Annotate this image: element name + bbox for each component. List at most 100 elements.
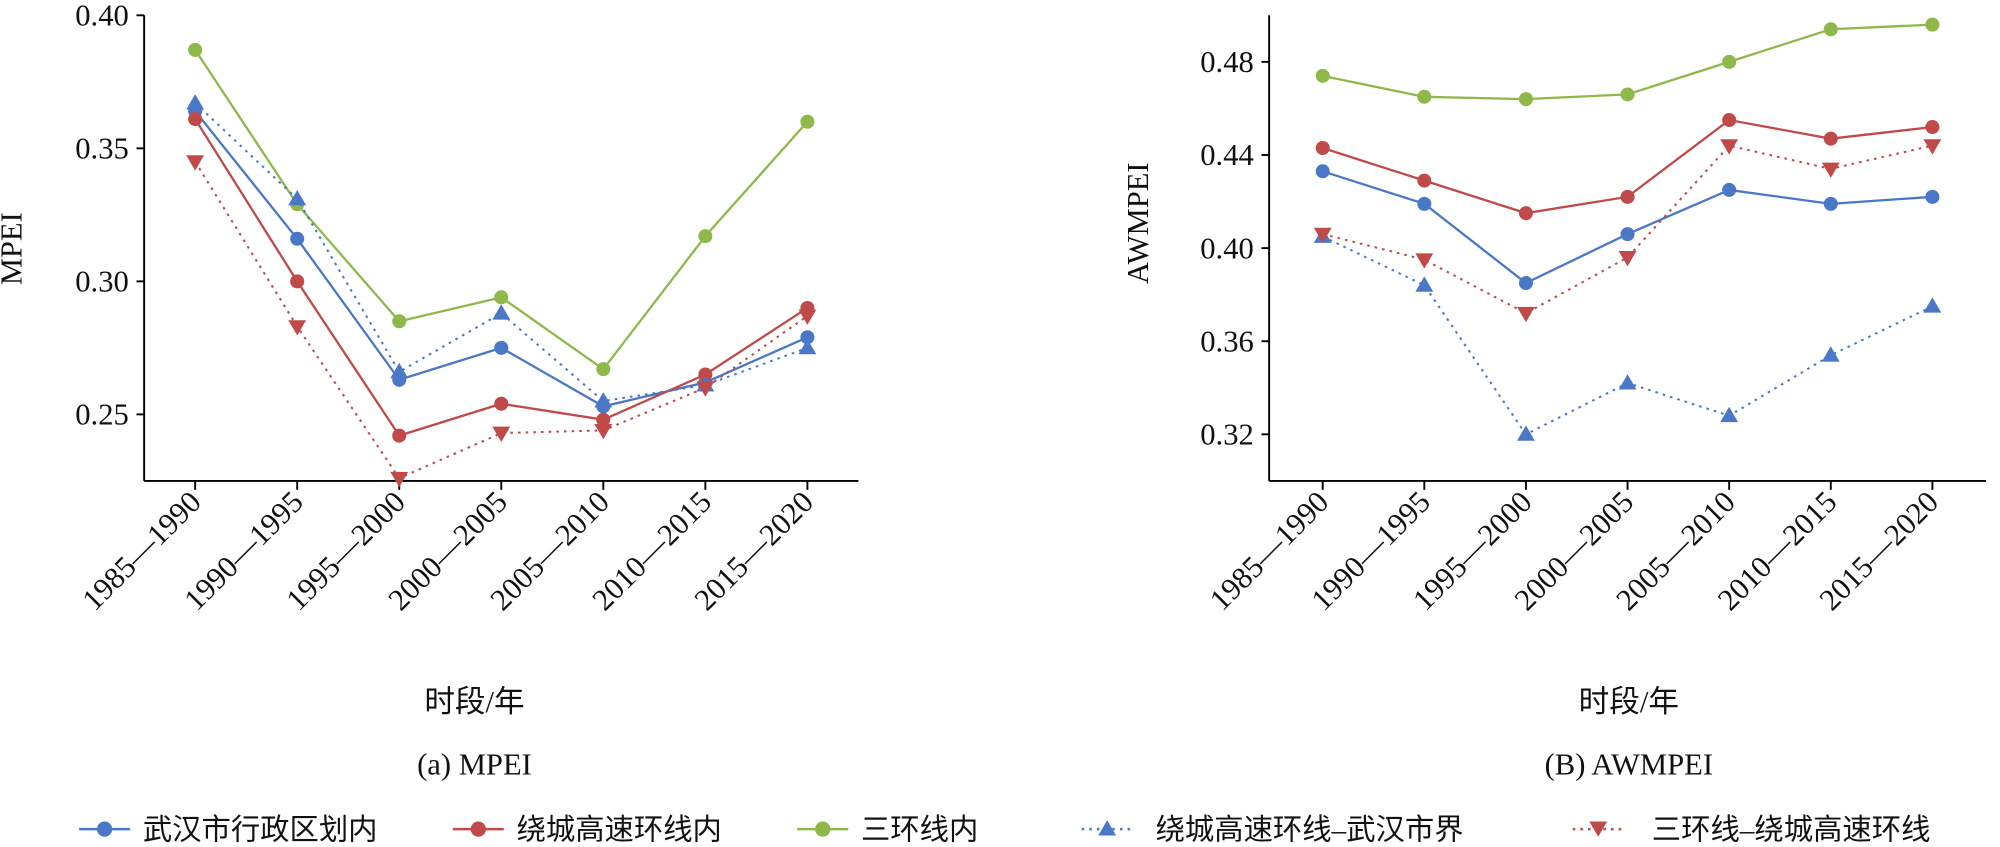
legend-item-ring-expressway-to-wuhan: 绕城高速环线–武汉市界 — [1081, 813, 1464, 846]
data-point-triangle-down — [1923, 139, 1942, 155]
data-point-triangle-up — [1415, 276, 1434, 292]
data-point-circle — [494, 290, 509, 305]
data-point-circle — [698, 367, 713, 382]
data-point-circle — [1518, 276, 1533, 291]
data-point-circle — [800, 330, 815, 345]
series-third_ring_to_ring_expressway — [1313, 139, 1942, 323]
legend-label-third-ring: 三环线内 — [861, 813, 978, 846]
legend-label-third-ring-to-ring-expressway: 三环线–绕城高速环线 — [1652, 813, 1931, 846]
data-point-circle — [1925, 120, 1940, 135]
data-point-circle — [1417, 89, 1432, 104]
data-point-circle — [1315, 140, 1330, 156]
data-point-circle — [1823, 131, 1838, 146]
data-point-triangle-down — [696, 381, 715, 397]
data-point-triangle-down — [1618, 251, 1637, 267]
y-tick-label: 0.40 — [75, 0, 129, 33]
y-tick-label: 0.40 — [1200, 231, 1254, 265]
legend-item-third-ring: 三环线内 — [797, 813, 978, 846]
caption-mpei: (a) MPEI — [417, 747, 532, 781]
data-point-triangle-up — [288, 189, 307, 206]
legend-item-ring-expressway: 绕城高速环线内 — [452, 813, 722, 846]
plot-area-mpei: 0.250.300.350.401985—19901990—19951995—2… — [75, 0, 859, 617]
chart-panel-awmpei: 0.320.360.400.440.481985—19901990—199519… — [1121, 15, 1986, 781]
series-line — [194, 102, 808, 403]
data-point-circle — [1518, 92, 1533, 107]
legend-label-ring-expressway-to-wuhan: 绕城高速环线–武汉市界 — [1156, 813, 1464, 846]
data-point-circle — [494, 340, 509, 355]
series-third_ring_to_ring_expressway — [186, 155, 817, 488]
data-point-triangle-up — [1923, 297, 1942, 313]
data-point-circle — [1925, 17, 1940, 32]
data-point-triangle-up — [1720, 406, 1739, 423]
data-point-circle — [800, 114, 815, 129]
plot-area-awmpei: 0.320.360.400.440.481985—19901990—199519… — [1200, 15, 1986, 617]
data-point-circle — [698, 229, 713, 244]
data-point-triangle-down — [1821, 162, 1840, 178]
data-point-triangle-up — [1517, 425, 1535, 441]
series-third_ring — [1315, 17, 1940, 107]
data-point-circle — [290, 231, 305, 246]
x-axis-label-awmpei: 时段/年 — [1579, 685, 1679, 719]
data-point-circle — [1823, 22, 1838, 37]
data-point-triangle-up — [390, 362, 409, 379]
legend-circle-marker — [96, 821, 113, 837]
data-point-triangle-down — [1720, 139, 1739, 155]
data-point-triangle-down — [492, 426, 511, 442]
data-point-triangle-up — [594, 392, 613, 408]
data-point-triangle-down — [594, 423, 613, 440]
data-point-circle — [188, 112, 203, 127]
legend-label-ring-expressway: 绕城高速环线内 — [517, 813, 722, 846]
x-axis-label-mpei: 时段/年 — [424, 685, 524, 719]
legend-triangle-up-marker — [1098, 820, 1117, 836]
data-point-triangle-up — [798, 338, 817, 355]
series-wuhan — [1315, 164, 1940, 291]
data-point-triangle-down — [798, 309, 817, 325]
data-point-triangle-up — [186, 94, 205, 110]
data-point-triangle-down — [1415, 253, 1434, 269]
y-tick-label: 0.30 — [75, 265, 129, 299]
data-point-triangle-down — [1313, 227, 1332, 244]
data-point-circle — [1315, 164, 1330, 179]
y-tick-label: 0.32 — [1200, 418, 1254, 452]
y-axis-label-mpei: MPEI — [0, 212, 29, 285]
data-point-triangle-up — [1618, 374, 1637, 390]
data-point-circle — [1823, 196, 1838, 211]
data-point-circle — [1620, 87, 1635, 102]
series-line — [194, 49, 809, 371]
y-tick-label: 0.36 — [1200, 324, 1254, 358]
data-point-circle — [1722, 54, 1737, 69]
legend-circle-marker — [470, 821, 486, 837]
data-point-circle — [1315, 68, 1330, 83]
data-point-circle — [290, 274, 305, 289]
series-line — [194, 110, 808, 408]
series-ring_expressway_to_wuhan — [186, 94, 817, 408]
data-point-circle — [392, 428, 407, 443]
data-point-triangle-down — [186, 155, 205, 171]
data-point-triangle-up — [492, 304, 511, 320]
data-point-triangle-up — [1821, 346, 1840, 362]
data-point-circle — [596, 362, 611, 377]
data-point-circle — [1417, 173, 1432, 188]
legend: 武汉市行政区划内 绕城高速环线内 三环线内 绕城高速环线–武汉市界 三环线–绕城… — [79, 813, 1930, 846]
data-point-circle — [392, 314, 407, 329]
series-line — [194, 118, 809, 437]
caption-awmpei: (B) AWMPEI — [1545, 747, 1713, 781]
y-axis-label-awmpei: AWMPEI — [1121, 162, 1155, 284]
series-ring_expressway — [1315, 113, 1940, 221]
data-point-circle — [1925, 189, 1940, 204]
y-tick-label: 0.25 — [75, 398, 129, 432]
chart-panel-mpei: 0.250.300.350.401985—19901990—19951995—2… — [0, 0, 859, 781]
data-point-triangle-down — [288, 320, 307, 336]
data-point-circle — [1722, 113, 1737, 128]
y-tick-label: 0.44 — [1200, 138, 1254, 172]
y-tick-label: 0.48 — [1200, 45, 1254, 79]
series-ring_expressway — [188, 112, 815, 443]
data-point-circle — [1620, 227, 1635, 242]
data-point-circle — [494, 396, 509, 411]
legend-label-wuhan: 武汉市行政区划内 — [143, 813, 378, 846]
data-point-circle — [596, 412, 611, 427]
data-point-circle — [1518, 206, 1533, 221]
data-point-circle — [1417, 196, 1432, 211]
legend-item-third-ring-to-ring-expressway: 三环线–绕城高速环线 — [1572, 813, 1931, 846]
